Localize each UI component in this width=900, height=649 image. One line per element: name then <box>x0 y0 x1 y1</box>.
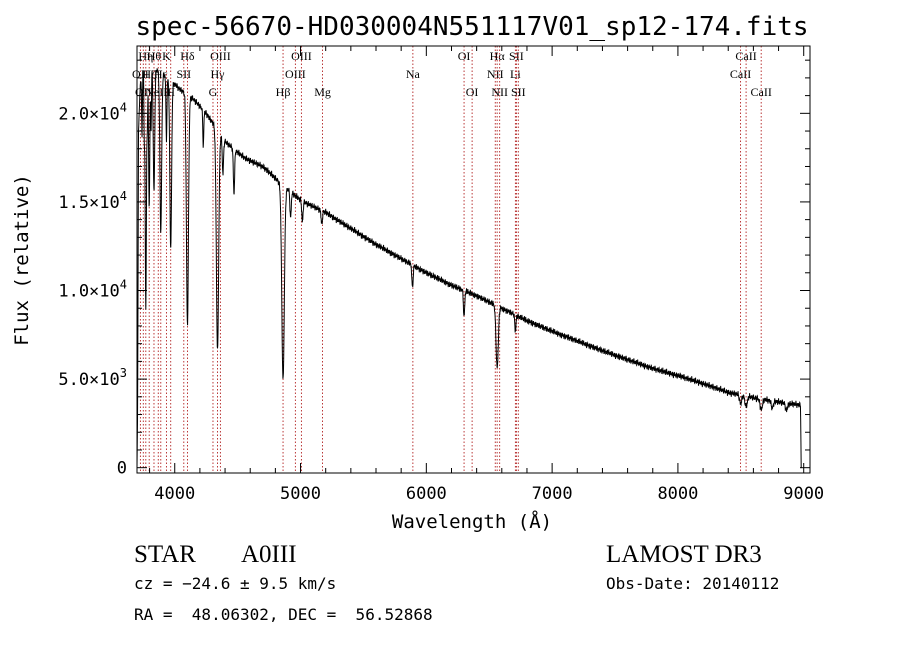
y-tick-label: 0 <box>117 459 127 479</box>
line-marker-label: Na <box>406 67 421 81</box>
line-marker-label: Hη <box>138 49 153 63</box>
observation-date: Obs-Date: 20140112 <box>606 574 779 593</box>
line-marker-label: OIII <box>291 49 312 63</box>
line-marker-label: Hγ <box>211 67 226 81</box>
line-marker-label: SII <box>509 49 524 63</box>
chart-title: spec-56670-HD030004N551117V01_sp12-174.f… <box>135 12 808 42</box>
y-tick-label: 1.5×104 <box>58 189 127 213</box>
line-marker-label: NII <box>491 85 508 99</box>
line-marker-label: NII <box>487 67 504 81</box>
y-tick-label-base: 2.0×10 <box>58 104 119 124</box>
x-tick-label: 6000 <box>406 484 447 504</box>
plot-frame <box>136 45 811 474</box>
y-tick-label: 2.0×104 <box>58 100 127 124</box>
line-marker-label: H <box>166 85 175 99</box>
line-marker-label: K <box>162 49 171 63</box>
x-tick-label: 4000 <box>154 484 195 504</box>
x-tick-label: 5000 <box>280 484 321 504</box>
x-tick-label: 9000 <box>783 484 824 504</box>
x-tick-label: 8000 <box>657 484 698 504</box>
y-tick-label-exponent: 3 <box>120 366 127 380</box>
spectrum-line <box>136 68 802 469</box>
line-markers: OIIOIIHηHζHθNeIIIHεKHSIIHδGHγOIIIHβOIIIO… <box>132 46 772 473</box>
x-tick-label: 7000 <box>532 484 573 504</box>
y-tick-label-exponent: 4 <box>120 189 127 203</box>
line-marker-label: CaII <box>735 49 756 63</box>
line-marker-label: CaII <box>751 85 772 99</box>
line-marker-label: OI <box>458 49 471 63</box>
line-marker-label: OII <box>132 67 149 81</box>
y-tick-label-exponent: 4 <box>120 100 127 114</box>
line-marker-label: SII <box>176 67 191 81</box>
line-marker-label: SII <box>511 85 526 99</box>
line-marker-label: OIII <box>210 49 231 63</box>
line-marker-label: OIII <box>285 67 306 81</box>
y-tick-label-base: 1.5×10 <box>58 193 119 213</box>
x-axis-label: Wavelength (Å) <box>392 510 552 533</box>
line-marker-label: CaII <box>730 67 751 81</box>
line-marker-label: Hβ <box>276 85 291 99</box>
y-tick-label: 5.0×103 <box>58 366 127 390</box>
line-marker-label: G <box>209 85 218 99</box>
y-tick-label-base: 0 <box>117 459 127 479</box>
y-tick-label-base: 1.0×10 <box>58 282 119 302</box>
line-marker-label: Hθ <box>147 49 162 63</box>
y-tick-label: 1.0×104 <box>58 278 127 302</box>
y-axis-label: Flux (relative) <box>11 174 33 346</box>
object-subclass: A0III <box>241 541 297 568</box>
line-marker-label: OI <box>466 85 479 99</box>
line-marker-label: Mg <box>314 85 331 99</box>
object-class: STAR <box>134 541 196 568</box>
line-marker-label: Li <box>510 67 521 81</box>
line-marker-label: Hα <box>490 49 506 63</box>
spectrum-series <box>136 68 802 469</box>
line-marker-label: Hδ <box>180 49 195 63</box>
redshift-value: cz = −24.6 ± 9.5 km/s <box>134 574 336 593</box>
y-tick-label-base: 5.0×10 <box>58 370 119 390</box>
survey-name: LAMOST DR3 <box>606 541 762 568</box>
x-axis: 4000 5000 6000 7000 8000 9000 <box>149 46 824 504</box>
sky-coordinates: RA = 48.06302, DEC = 56.52868 <box>134 605 433 624</box>
y-tick-label-exponent: 4 <box>120 278 127 292</box>
